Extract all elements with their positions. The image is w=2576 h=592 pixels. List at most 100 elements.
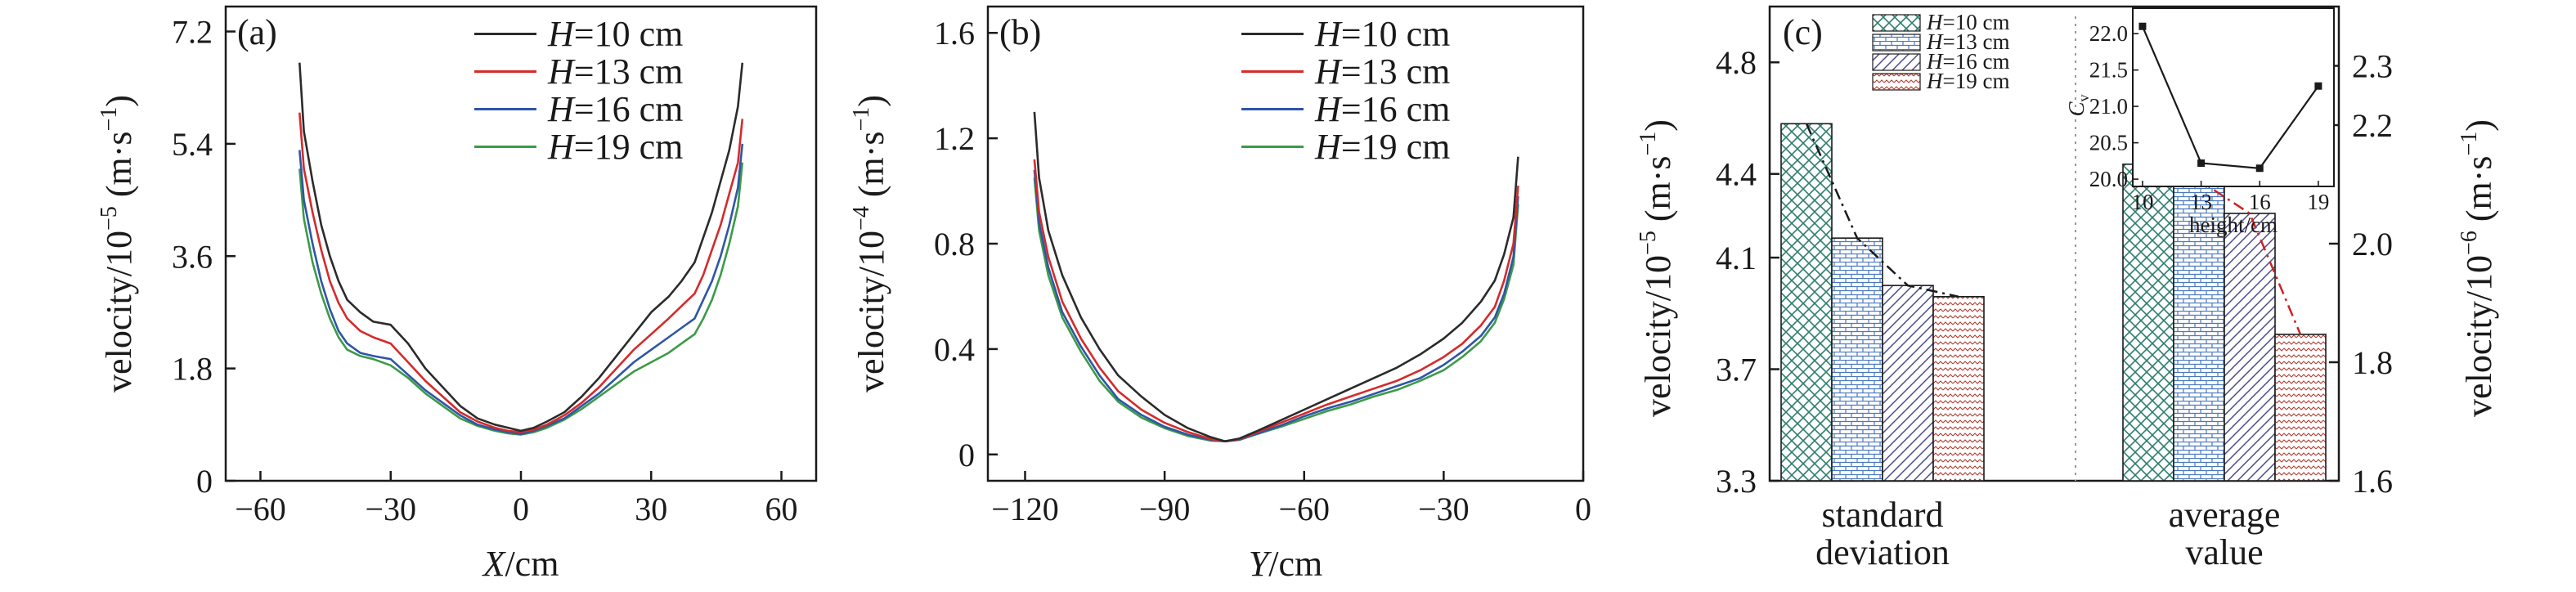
pc-right-y-tick-label: 2.0 [2352,226,2393,262]
pb-series-line [1033,177,1519,443]
pc-legend-swatch [1872,73,1921,91]
pb-legend-entry: H=19 cm [1314,127,1450,167]
pc-bar [1882,285,1934,482]
panel-b-x-axis-label: Y/cm [1249,544,1322,584]
pc-inset-line [2141,25,2319,169]
panel-b-y-ticks: 0 0.4 0.8 1.2 1.6 [934,15,998,473]
pc-inset-y-tick-label: 22.0 [2089,21,2128,46]
pc-bar [1780,123,1833,482]
pa-legend-entry: H=16 cm [547,89,683,129]
pc-trend-line-left [1805,123,1959,298]
pa-legend-entry: H=13 cm [547,52,683,92]
panel-c: (c) 3.3 3.7 4.1 4.4 4.8 1.6 1.8 2.0 2.2 2.3 stan… [1636,5,2499,572]
pa-y-tick-label: 7.2 [172,14,213,51]
panel-a-legend: H=10 cmH=13 cmH=16 cmH=19 cm [474,14,683,167]
pa-series-line [298,112,744,433]
pb-series-line [1033,159,1519,443]
pc-legend-swatch [1872,34,1921,52]
pc-left-y-tick-label: 4.1 [1716,240,1757,276]
pb-y-tick-label: 1.2 [934,120,975,157]
panel-c-label: (c) [1783,12,1823,52]
pc-inset-x-tick-label: 19 [2307,190,2329,214]
pa-y-tick-label: 5.4 [172,126,213,163]
pa-x-tick-label: −30 [365,491,416,527]
pb-y-tick-label: 0 [958,437,975,473]
pa-x-tick-label: 60 [765,491,798,527]
pc-right-y-tick-label: 2.2 [2352,107,2393,144]
pc-category-label: standard [1821,495,1943,535]
pc-right-y-tick-label: 1.6 [2352,463,2393,500]
panel-c-left-y-axis-label: velocity/10−5 (m·s−1) [1636,119,1678,417]
pc-inset-frame [2132,7,2335,187]
pc-inset-point [2314,82,2322,90]
panel-c-left-y-ticks: 3.3 3.7 4.1 4.4 4.8 [1716,44,1779,500]
pa-x-tick-label: 0 [513,491,529,527]
pc-left-y-tick-label: 4.4 [1716,156,1757,193]
pb-x-tick-label: −120 [991,491,1059,527]
panel-c-right-y-axis-label: velocity/10−6 (m·s−1) [2457,119,2499,417]
pc-inset-x-tick-label: 16 [2249,190,2271,214]
panel-a-plot-frame [224,5,818,482]
panel-a-y-ticks: 0 1.8 3.6 5.4 7.2 [172,14,236,500]
panel-c-right-y-ticks: 1.6 1.8 2.0 2.2 2.3 [2329,48,2393,500]
pb-x-tick-label: 0 [1575,491,1591,527]
pc-legend-swatch [1872,53,1921,71]
pc-right-y-tick-label: 1.8 [2352,344,2393,381]
pc-inset-y-axis-label: Cv [2064,94,2092,116]
pc-legend-entry: H=10 cm [1926,10,2009,34]
pa-legend-entry: H=10 cm [547,14,683,54]
pc-legend-entry: H=19 cm [1926,69,2009,93]
panel-b-x-ticks: −120 −90 −60 −30 0 [991,471,1591,527]
pc-inset-x-axis-label: height/cm [2189,213,2278,237]
pb-y-tick-label: 1.6 [934,15,975,52]
pa-x-tick-label: −60 [235,491,286,527]
pb-x-tick-label: −90 [1139,491,1191,527]
pc-left-y-tick-label: 3.3 [1716,463,1757,500]
pc-inset-point [2138,22,2147,30]
pb-legend-entry: H=13 cm [1314,52,1450,92]
pb-series-line [1033,169,1519,443]
panel-c-legend: H=10 cmH=13 cmH=16 cmH=19 cm [1872,10,2009,93]
panel-a-x-axis-label: X/cm [482,544,559,584]
pc-inset-point [2197,159,2206,168]
panel-c-bars [1780,123,2327,482]
pa-y-tick-label: 0 [196,463,213,500]
pb-series-line [1033,111,1519,443]
panel-a: (a) 01.83.65.47.2 −60 −30 0 30 60 H=10 cmH=1… [96,5,818,584]
pa-series-line [298,62,744,433]
pc-bar [1831,237,1883,482]
pa-y-tick-label: 3.6 [172,238,213,275]
panel-a-label: (a) [237,12,277,52]
pc-inset-y-tick-label: 21.5 [2089,58,2128,83]
pc-inset-y-tick-label: 20.0 [2089,167,2128,191]
panel-a-series [298,62,744,436]
pb-y-tick-label: 0.8 [934,226,975,262]
pa-legend-entry: H=19 cm [547,127,683,167]
pc-inset-point [2255,164,2264,173]
pc-legend-swatch [1872,14,1921,32]
panel-b-series [1033,111,1519,443]
pc-legend-entry: H=13 cm [1926,29,2009,54]
panel-a-y-axis-label: velocity/10−5 (m·s−1) [96,95,139,392]
panel-b-label: (b) [999,12,1041,52]
pa-series-line [298,143,744,436]
panel-b-plot-frame [986,5,1585,482]
pc-inset-x-tick-label: 10 [2131,190,2153,214]
pc-inset-y-tick-label: 21.0 [2089,94,2128,119]
pc-left-y-tick-label: 3.7 [1716,352,1757,388]
pc-inset-y-tick-label: 20.5 [2089,131,2128,155]
panel-b: (b) 0 0.4 0.8 1.2 1.6 −120 −90 −60 −30 0 H=10 cm… [849,5,1591,584]
pb-y-tick-label: 0.4 [934,331,975,368]
pa-series-line [298,162,744,436]
pc-left-y-tick-label: 4.8 [1716,44,1757,81]
pb-x-tick-label: −30 [1418,491,1470,527]
pc-legend-entry: H=16 cm [1926,49,2009,74]
pc-bar [2224,213,2276,482]
panel-a-x-ticks: −60 −30 0 30 60 [235,471,798,527]
pc-right-y-tick-label: 2.3 [2352,48,2393,85]
panel-b-legend: H=10 cmH=13 cmH=16 cmH=19 cm [1241,14,1450,167]
pc-bar [2274,334,2327,482]
pa-y-tick-label: 1.8 [172,351,213,388]
